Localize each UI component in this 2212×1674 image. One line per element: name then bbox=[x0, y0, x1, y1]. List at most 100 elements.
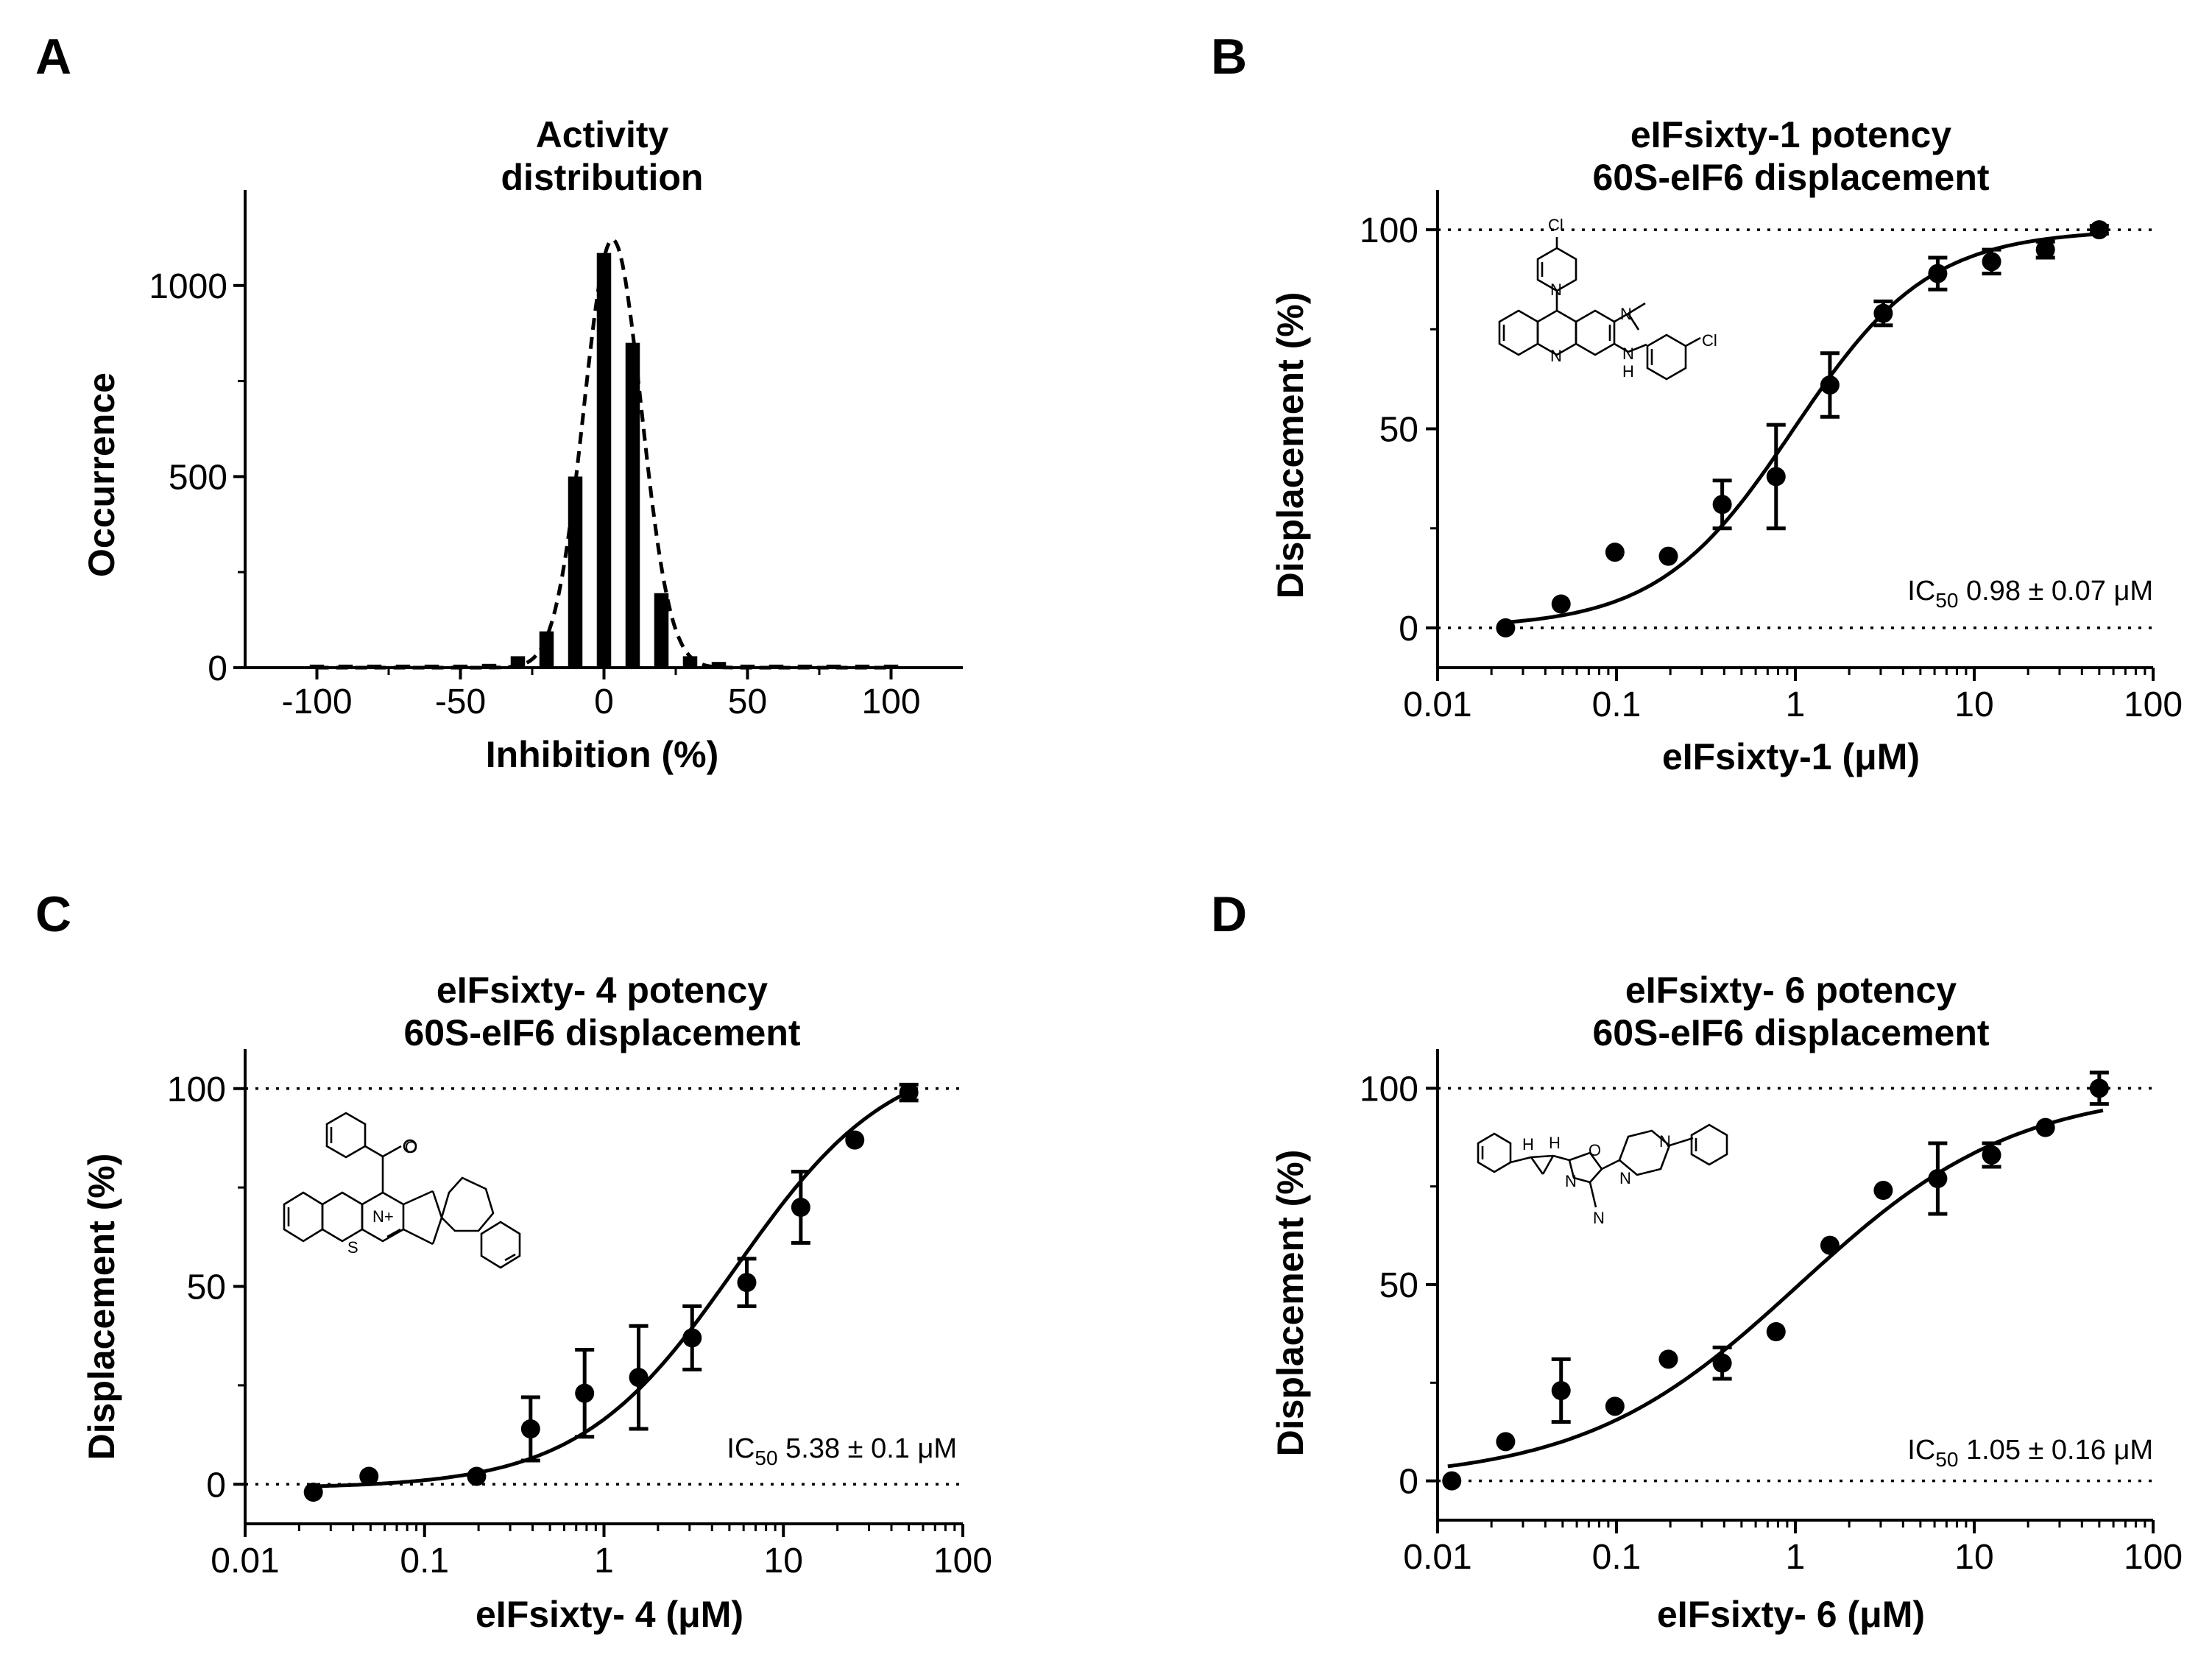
data-point bbox=[359, 1466, 379, 1486]
dose-response-chart-c: eIFsixty- 4 potency 60S-eIF6 displacemen… bbox=[81, 970, 992, 1635]
x-tick-label: 0 bbox=[594, 682, 614, 721]
y-axis-label: Displacement (%) bbox=[1270, 1150, 1311, 1457]
data-point bbox=[575, 1383, 595, 1403]
y-tick-label: 50 bbox=[1379, 1266, 1418, 1305]
histogram-bar bbox=[596, 252, 612, 668]
data-point bbox=[1820, 1235, 1840, 1255]
data-point bbox=[791, 1198, 810, 1217]
chart-title-line-1: eIFsixty-1 potency bbox=[1630, 114, 1951, 155]
data-point bbox=[1496, 618, 1516, 638]
y-tick-label: 1000 bbox=[149, 267, 227, 306]
chemical-structure: O N+ S bbox=[283, 1112, 521, 1269]
histogram-bar bbox=[625, 342, 640, 668]
y-tick-label: 50 bbox=[187, 1268, 226, 1307]
structure-atom-label: H bbox=[1622, 362, 1634, 381]
histogram-bar bbox=[826, 664, 841, 668]
x-tick-label: 0.01 bbox=[1403, 685, 1471, 724]
dose-response-chart-d: eIFsixty- 6 potency 60S-eIF6 displacemen… bbox=[1270, 970, 2183, 1635]
data-point bbox=[1551, 1381, 1571, 1400]
x-axis-label: Inhibition (%) bbox=[486, 734, 719, 775]
ic50-value: 0.98 ± 0.07 μM bbox=[1958, 576, 2153, 607]
data-point bbox=[1658, 1349, 1678, 1369]
chart-title-line-1: eIFsixty- 4 potency bbox=[437, 970, 768, 1011]
x-axis-label: eIFsixty-1 (μM) bbox=[1662, 736, 1920, 777]
structure-atom-label: N bbox=[1622, 345, 1634, 363]
structure-atom-label: N bbox=[1550, 347, 1562, 365]
y-tick-label: 0 bbox=[208, 649, 227, 688]
data-point bbox=[2035, 1117, 2055, 1137]
dose-response-chart-b: eIFsixty-1 potency 60S-eIF6 displacement… bbox=[1270, 114, 2183, 777]
data-point bbox=[1551, 594, 1571, 614]
structure-atom-label: N bbox=[1659, 1132, 1671, 1151]
data-point bbox=[1766, 467, 1786, 487]
x-tick-label: 0.1 bbox=[1592, 685, 1642, 724]
x-tick-label: 50 bbox=[728, 682, 767, 721]
structure-atom-label: H bbox=[1522, 1135, 1534, 1154]
data-point bbox=[899, 1083, 919, 1103]
structure-atom-label: N bbox=[1565, 1172, 1577, 1190]
x-tick-label: 10 bbox=[1954, 1538, 1993, 1577]
x-tick-label: 0.01 bbox=[211, 1541, 279, 1581]
ic50-label: IC50 5.38 ± 0.1 μM bbox=[727, 1433, 957, 1469]
y-tick-label: 100 bbox=[1360, 1070, 1418, 1109]
y-tick-label: 50 bbox=[1379, 411, 1418, 450]
y-axis-label: Displacement (%) bbox=[1270, 292, 1311, 599]
ic50-prefix: IC bbox=[727, 1433, 755, 1464]
ic50-prefix: IC bbox=[1907, 576, 1935, 607]
structure-atom-label: O bbox=[1589, 1141, 1601, 1159]
structure-atom-label: N bbox=[1619, 1169, 1631, 1187]
data-point bbox=[1766, 1322, 1786, 1341]
y-axis-label: Displacement (%) bbox=[81, 1154, 122, 1461]
x-tick-label: 0.1 bbox=[400, 1541, 449, 1581]
x-tick-label: -50 bbox=[435, 682, 486, 721]
dose-response-fit-curve bbox=[1447, 1108, 2104, 1469]
data-point bbox=[2089, 220, 2109, 240]
structure-atom-label: N bbox=[1550, 280, 1562, 299]
ic50-label: IC50 0.98 ± 0.07 μM bbox=[1907, 576, 2153, 612]
chemical-structure: H H N N O N N bbox=[1477, 1123, 1728, 1227]
y-tick-label: 0 bbox=[1399, 610, 1418, 649]
data-point bbox=[1928, 264, 1948, 283]
structure-atom-label: O bbox=[405, 1138, 417, 1156]
x-tick-label: 0.1 bbox=[1592, 1538, 1642, 1577]
histogram-chart: Activity distribution Inhibition (%) Occ… bbox=[81, 114, 963, 775]
chart-title-line-2: 60S-eIF6 displacement bbox=[403, 1012, 800, 1053]
structure-atom-label: N bbox=[1593, 1209, 1605, 1227]
data-point bbox=[1820, 375, 1840, 395]
y-tick-label: 100 bbox=[1360, 211, 1418, 250]
dose-response-fit-curve bbox=[309, 1088, 914, 1488]
y-axis-label: Occurrence bbox=[81, 372, 122, 577]
ic50-label: IC50 1.05 ± 0.16 μM bbox=[1907, 1435, 2153, 1471]
structure-atom-label: N+ bbox=[372, 1207, 394, 1226]
x-tick-label: 100 bbox=[861, 682, 920, 721]
chemical-structure: Cl N N N N H Cl bbox=[1498, 216, 1717, 381]
structure-atom-label: N bbox=[1620, 305, 1632, 323]
structure-atom-label: S bbox=[347, 1238, 358, 1257]
chart-title-line-2: distribution bbox=[501, 157, 704, 198]
ic50-subscript: 50 bbox=[1935, 589, 1958, 612]
x-tick-label: 1 bbox=[594, 1541, 614, 1581]
x-tick-label: 10 bbox=[1954, 685, 1993, 724]
x-tick-label: 1 bbox=[1786, 685, 1806, 724]
histogram-bar bbox=[654, 593, 669, 668]
data-point bbox=[1873, 1181, 1893, 1200]
structure-atom-label: H bbox=[1549, 1134, 1561, 1152]
data-point bbox=[2089, 1078, 2109, 1098]
chart-title-line-1: Activity bbox=[536, 114, 669, 155]
ic50-prefix: IC bbox=[1907, 1435, 1935, 1466]
histogram-bar bbox=[711, 662, 727, 668]
histogram-bar bbox=[768, 664, 784, 668]
data-point bbox=[629, 1368, 649, 1388]
data-point bbox=[1712, 1353, 1732, 1373]
x-tick-label: 1 bbox=[1786, 1538, 1806, 1577]
panel-label-b: B bbox=[1211, 29, 1247, 85]
data-point bbox=[682, 1328, 702, 1348]
chart-title-line-2: 60S-eIF6 displacement bbox=[1592, 157, 1989, 198]
structure-atom-label: Cl bbox=[1702, 331, 1717, 350]
data-point bbox=[520, 1419, 540, 1438]
x-tick-label: 10 bbox=[764, 1541, 803, 1581]
data-point bbox=[303, 1483, 323, 1502]
plot-area: 0.01 0.1 1 10 100 0 50 100 bbox=[1360, 190, 2183, 724]
histogram-bar bbox=[539, 631, 554, 668]
histogram-bar bbox=[568, 476, 583, 668]
